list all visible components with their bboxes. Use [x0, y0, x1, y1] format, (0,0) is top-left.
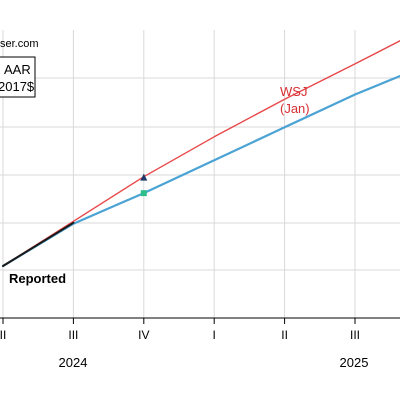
series-lines	[1, 40, 400, 268]
series-line-2	[1, 74, 400, 268]
year-label-2025: 2025	[340, 355, 369, 370]
x-tick-label-2: IV	[138, 328, 149, 342]
year-label-2024: 2024	[59, 355, 88, 370]
units-box-line-2: 2017$	[0, 79, 35, 94]
x-tick-label-4: II	[281, 328, 288, 342]
x-tick-labels: II III IV I II III	[0, 328, 360, 342]
series-label-reported: Reported	[9, 271, 66, 286]
x-axis-ticks	[2, 318, 356, 324]
units-box	[0, 56, 36, 98]
series-line-0	[2, 40, 400, 267]
markers	[140, 173, 148, 197]
x-tick-label-5: III	[350, 328, 360, 342]
marker-square-1	[140, 190, 147, 197]
marker-triangle-0	[140, 173, 148, 181]
x-tick-label-3: I	[213, 328, 216, 342]
x-tick-label-0: II	[0, 328, 6, 342]
series-label-wsj-line-2: (Jan)	[280, 101, 310, 116]
series-line-1	[2, 221, 75, 267]
series-label-wsj-line-1: WSJ	[280, 84, 307, 99]
x-tick-label-1: III	[68, 328, 78, 342]
units-box-line-1: AAR	[4, 62, 31, 77]
source-label: ser.com	[0, 38, 39, 50]
